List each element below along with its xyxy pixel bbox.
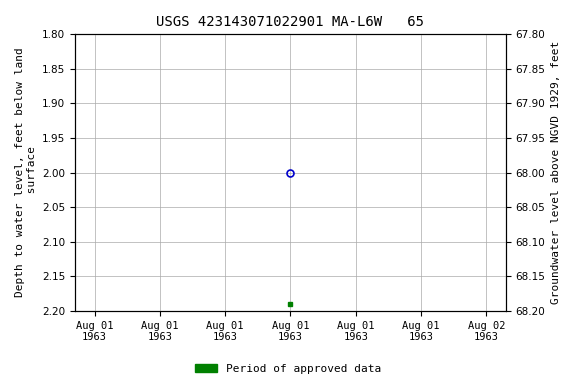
Y-axis label: Groundwater level above NGVD 1929, feet: Groundwater level above NGVD 1929, feet (551, 41, 561, 304)
Title: USGS 423143071022901 MA-L6W   65: USGS 423143071022901 MA-L6W 65 (157, 15, 425, 29)
Y-axis label: Depth to water level, feet below land
 surface: Depth to water level, feet below land su… (15, 48, 37, 298)
Legend: Period of approved data: Period of approved data (191, 359, 385, 379)
